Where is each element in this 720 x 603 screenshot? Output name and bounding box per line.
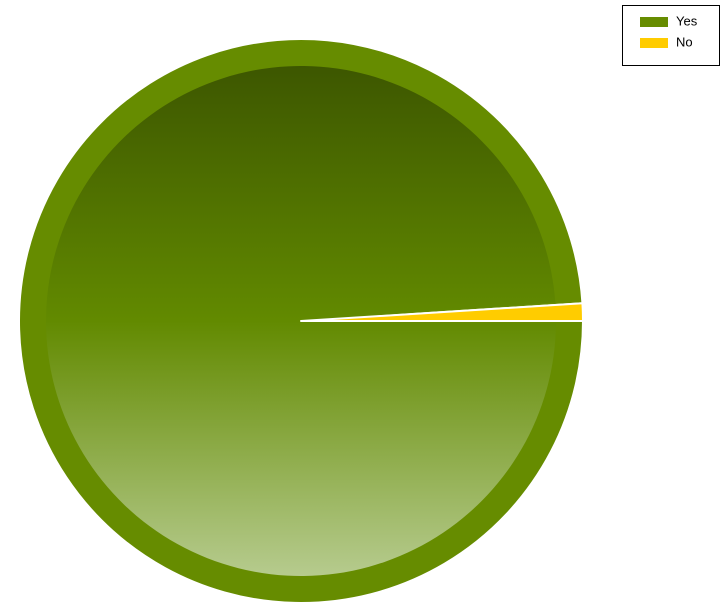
- legend: Yes No: [622, 5, 720, 66]
- legend-swatch: [640, 17, 668, 27]
- legend-label: No: [676, 34, 693, 49]
- legend-swatch: [640, 38, 668, 48]
- legend-label: Yes: [676, 13, 698, 28]
- pie: [18, 38, 584, 603]
- legend-box: [622, 5, 720, 66]
- slice: [300, 302, 584, 322]
